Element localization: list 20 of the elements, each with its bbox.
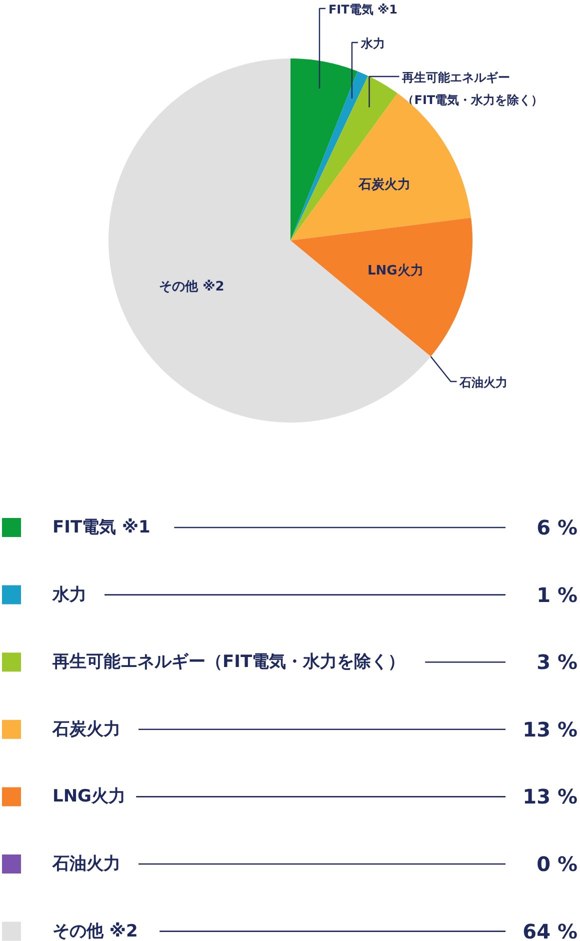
- slice-label: 石炭火力: [357, 177, 410, 192]
- slice-label: LNG火力: [367, 263, 424, 278]
- slice-label: 水力: [360, 36, 385, 50]
- legend-label: LNG火力: [52, 786, 126, 807]
- data-label: 6 %: [536, 516, 578, 540]
- slice-label: FIT電気 ※1: [328, 2, 398, 16]
- data-label: 1 %: [536, 582, 578, 607]
- legend-label: FIT電気 ※1: [52, 518, 150, 538]
- text: 0 %: [536, 852, 578, 876]
- data-label: 13 %: [522, 784, 578, 809]
- slice-label: その他 ※2: [159, 279, 224, 294]
- data-label: 13 %: [522, 717, 578, 742]
- data-label: 3 %: [536, 650, 578, 674]
- category-label: 石油火力: [460, 376, 508, 390]
- legend-label: 石油火力: [52, 854, 120, 874]
- legend-label: その他 ※2: [52, 921, 138, 941]
- legend-label: 再生可能エネルギー（FIT電気・水力を除く）: [52, 652, 406, 672]
- legend-label: 石炭火力: [52, 719, 120, 740]
- data-label: 64 %: [522, 919, 578, 941]
- legend-label: 水力: [52, 584, 86, 605]
